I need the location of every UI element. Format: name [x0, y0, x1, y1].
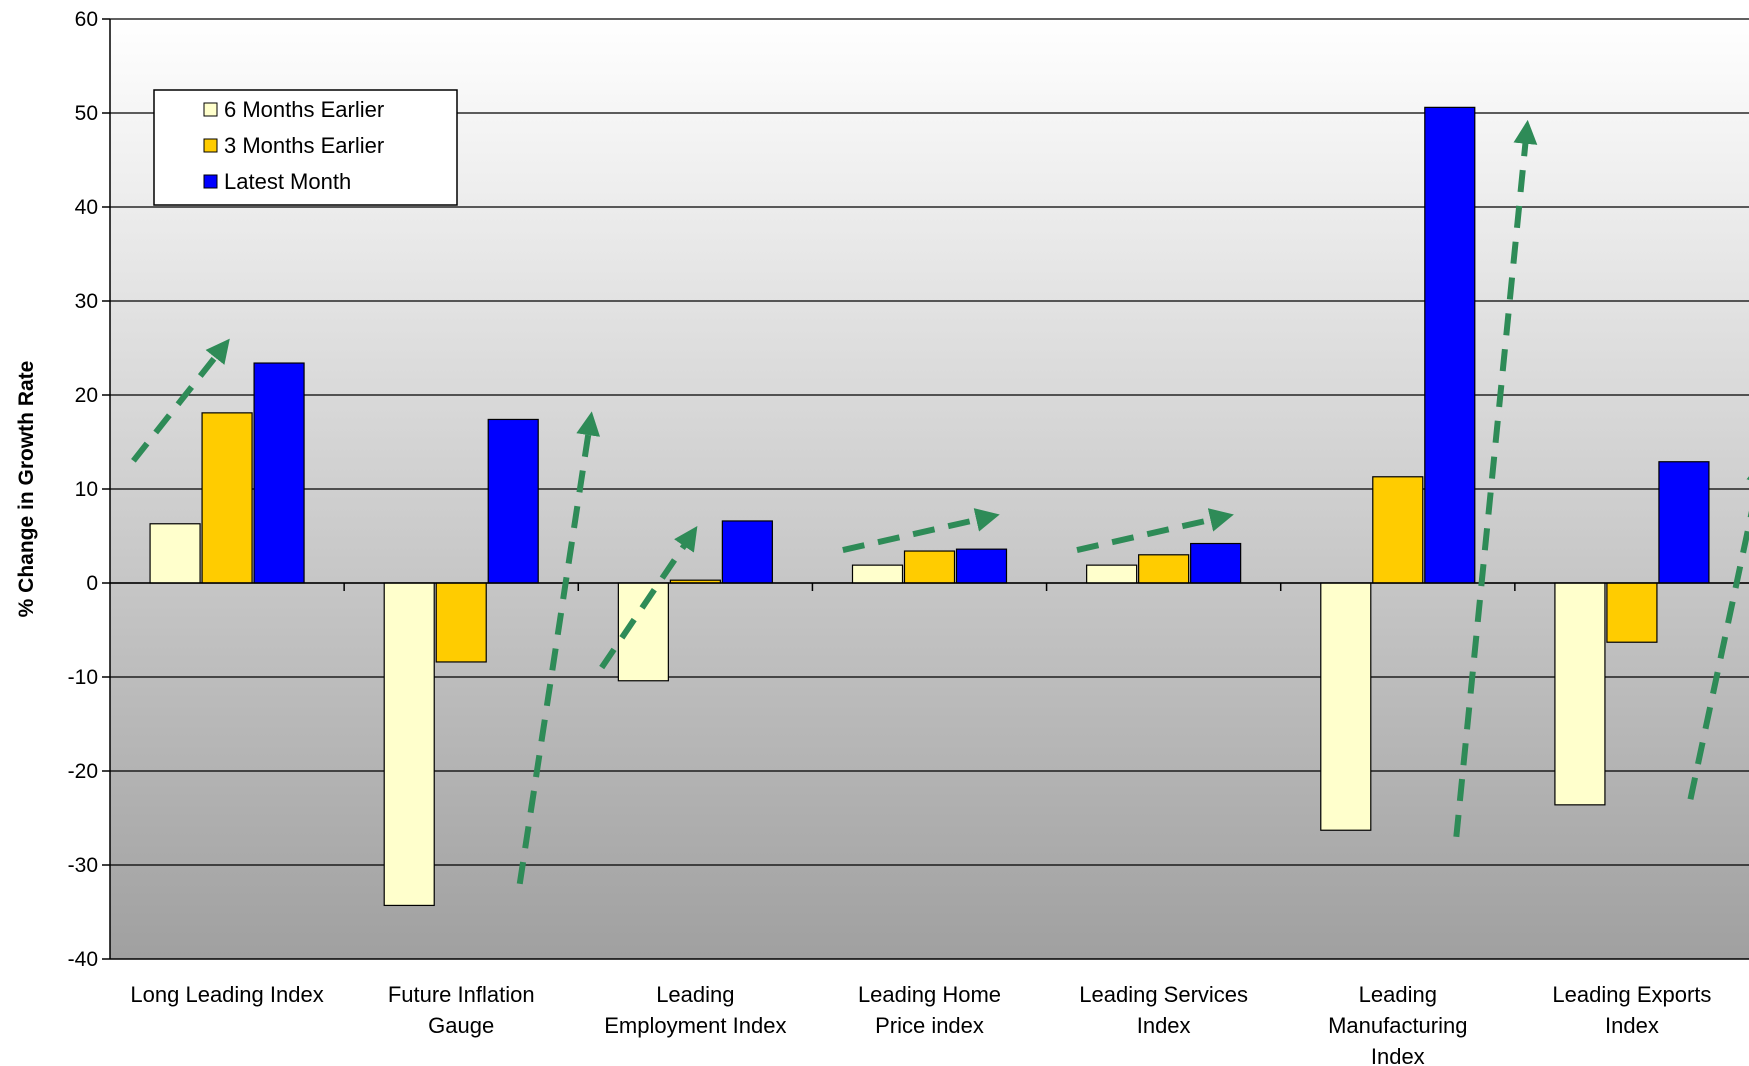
x-tick-label: Index — [1371, 1044, 1425, 1066]
trend-arrow — [516, 411, 601, 885]
legend-label: 3 Months Earlier — [224, 133, 384, 158]
bar — [487, 418, 539, 584]
y-tick-labels: -40 -30 -20 -10 0 10 20 30 40 50 60 — [68, 8, 98, 971]
x-tick-label: Leading — [1359, 982, 1437, 1007]
x-tick-label: Gauge — [428, 1013, 494, 1038]
legend-swatch — [203, 138, 218, 153]
x-tick-labels: Long Leading Index Future Inflation Gauge L… — [130, 982, 1711, 1066]
y-tick-label: 50 — [75, 102, 98, 125]
y-tick-label: 10 — [75, 478, 98, 501]
x-tick-label: Long Leading Index — [130, 982, 323, 1007]
bar — [617, 582, 669, 682]
trend-arrow — [1687, 458, 1749, 800]
legend-swatch — [203, 174, 218, 189]
x-tick-label: Leading — [656, 982, 734, 1007]
trend-arrow — [131, 338, 230, 463]
legend-label: 6 Months Earlier — [224, 97, 384, 122]
bars — [149, 106, 1710, 907]
bar — [955, 548, 1008, 584]
bar — [1606, 582, 1658, 643]
bar — [1190, 542, 1242, 584]
x-tick-label: Leading Exports — [1552, 982, 1711, 1007]
bar — [1086, 564, 1138, 584]
legend: 6 Months Earlier 3 Months Earlier Latest M… — [153, 89, 458, 206]
bar — [383, 582, 435, 907]
x-tick-label: Leading Home — [858, 982, 1001, 1007]
y-tick-label: -30 — [68, 854, 98, 877]
x-tick-label: Leading Services — [1079, 982, 1248, 1007]
legend-swatch — [203, 102, 218, 117]
y-tick-label: 40 — [75, 196, 98, 219]
bar — [721, 520, 773, 584]
bar — [1424, 106, 1476, 584]
y-tick-label: -10 — [68, 666, 98, 689]
trend-arrows — [131, 119, 1749, 885]
bar — [1554, 582, 1606, 806]
bar — [1658, 461, 1710, 584]
y-tick-label: 0 — [86, 572, 98, 595]
y-tick-label: 60 — [75, 8, 98, 31]
bar — [253, 362, 305, 584]
bar — [903, 550, 956, 584]
x-tick-label: Index — [1605, 1013, 1659, 1038]
y-tick-label: -40 — [68, 948, 98, 971]
x-tick-label: Employment Index — [604, 1013, 786, 1038]
trend-arrow — [1453, 119, 1538, 838]
bar — [1138, 554, 1190, 584]
bar — [851, 564, 904, 584]
trend-arrow — [1076, 508, 1234, 554]
bar — [435, 582, 487, 663]
x-tick-label: Index — [1137, 1013, 1191, 1038]
legend-label: Latest Month — [224, 169, 351, 194]
x-tick-label: Future Inflation — [388, 982, 535, 1007]
bar — [1372, 476, 1424, 584]
bar — [1320, 582, 1372, 831]
x-tick-label: Manufacturing — [1328, 1013, 1467, 1038]
y-tick-label: 30 — [75, 290, 98, 313]
y-tick-label: 20 — [75, 384, 98, 407]
bar — [201, 412, 253, 584]
axes — [102, 18, 1749, 960]
y-axis-title: % Change in Growth Rate — [15, 361, 38, 618]
y-tick-label: -20 — [68, 760, 98, 783]
x-tick-label: Price index — [875, 1013, 984, 1038]
bar — [149, 523, 201, 584]
trend-arrow — [599, 526, 698, 670]
trend-arrow — [842, 508, 1000, 554]
